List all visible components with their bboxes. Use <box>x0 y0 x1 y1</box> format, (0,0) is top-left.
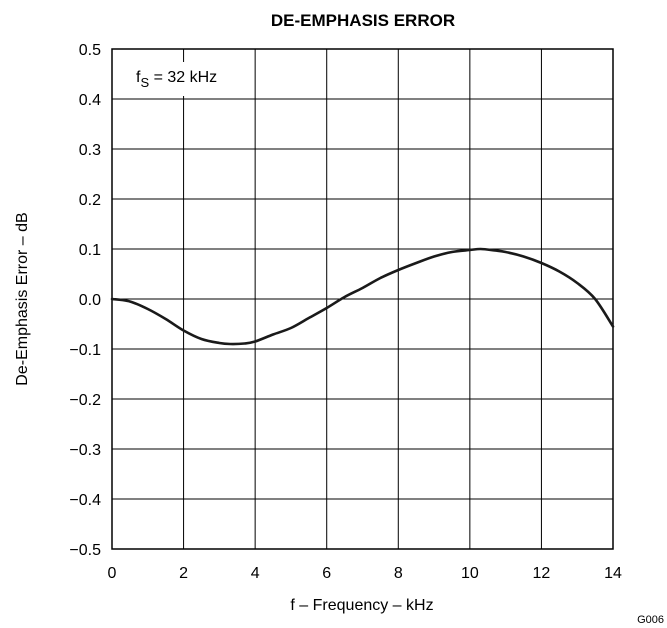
x-tick-label: 8 <box>394 565 403 582</box>
y-tick-label: −0.2 <box>69 392 101 409</box>
annotation-fs: fS = 32 kHz <box>136 69 217 90</box>
annotation-suffix: = 32 kHz <box>149 69 217 86</box>
y-tick-label: 0.2 <box>79 192 101 209</box>
x-tick-label: 10 <box>461 565 479 582</box>
series-line <box>110 247 615 346</box>
figure-code: G006 <box>637 614 664 626</box>
x-tick-label: 4 <box>251 565 260 582</box>
y-tick-label: 0.3 <box>79 142 101 159</box>
x-axis-label: f – Frequency – kHz <box>290 597 433 614</box>
annotation-subscript: S <box>140 75 149 90</box>
chart-title: DE-EMPHASIS ERROR <box>271 11 455 30</box>
y-axis-label: De-Emphasis Error – dB <box>14 212 31 385</box>
y-tick-label: 0.4 <box>79 92 101 109</box>
x-tick-label: 14 <box>604 565 622 582</box>
x-tick-label: 0 <box>108 565 117 582</box>
y-tick-label: −0.5 <box>69 542 101 559</box>
y-axis-ticks: 0.5 0.4 0.3 0.2 0.1 0.0 −0.1 −0.2 −0.3 −0.4 −0.5 <box>69 42 101 559</box>
x-tick-label: 6 <box>322 565 331 582</box>
y-tick-label: −0.1 <box>69 342 101 359</box>
x-tick-label: 12 <box>533 565 551 582</box>
x-axis-ticks: 0 2 4 6 8 10 12 14 <box>108 565 622 582</box>
annotation-prefix: f <box>136 69 141 86</box>
y-tick-label: −0.3 <box>69 442 101 459</box>
y-tick-label: 0.5 <box>79 42 101 59</box>
y-tick-label: 0.0 <box>79 292 101 309</box>
x-tick-label: 2 <box>179 565 188 582</box>
annotation-background <box>128 62 254 96</box>
y-tick-label: −0.4 <box>69 492 101 509</box>
y-tick-label: 0.1 <box>79 242 101 259</box>
grid <box>112 49 613 549</box>
